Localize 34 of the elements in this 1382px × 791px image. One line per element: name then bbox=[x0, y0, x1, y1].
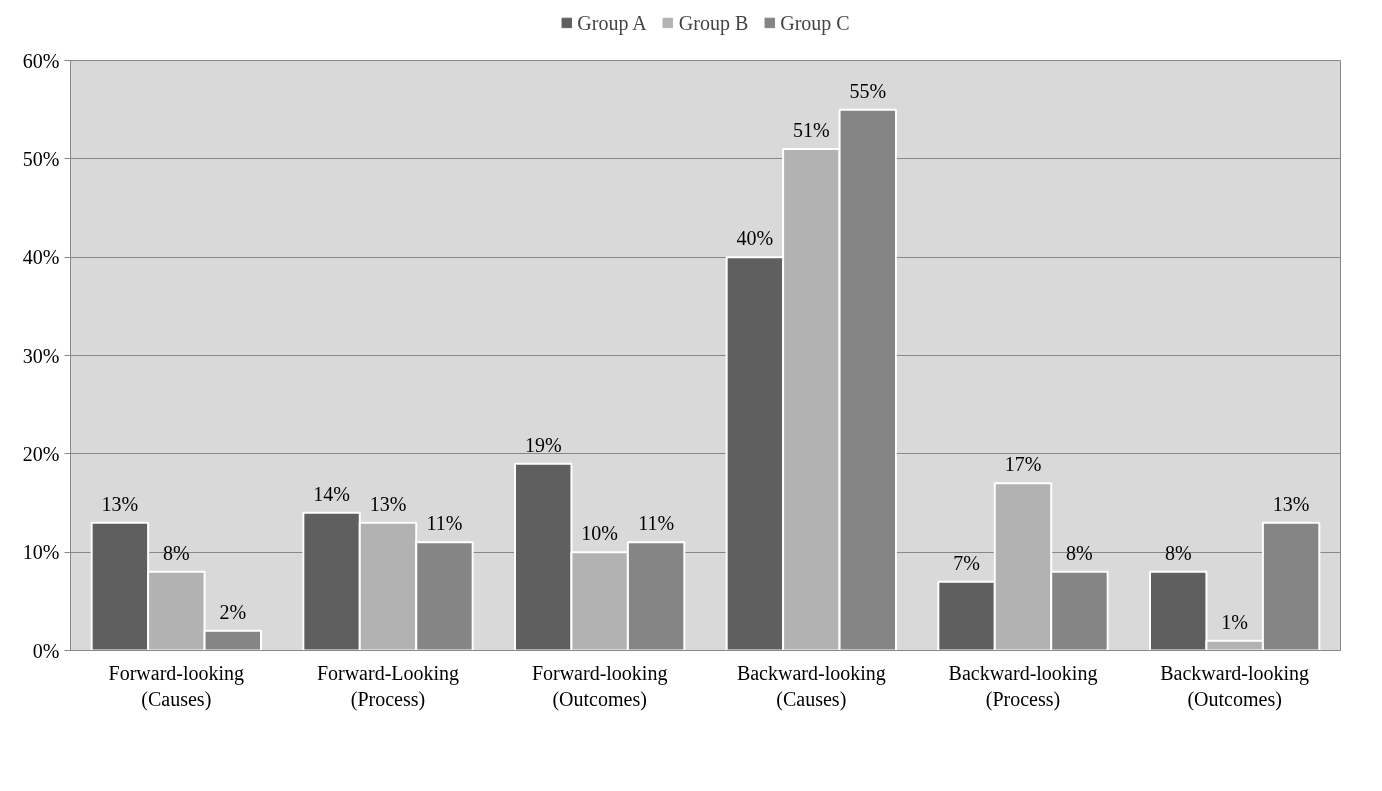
y-tick-label: 10% bbox=[22, 541, 60, 564]
x-tick-label: Forward-looking (Causes) bbox=[108, 661, 245, 711]
data-label: 13% bbox=[1272, 492, 1310, 515]
data-label: 10% bbox=[581, 522, 619, 545]
data-label: 13% bbox=[101, 492, 139, 515]
legend-label: Group A bbox=[577, 11, 647, 34]
data-label: 40% bbox=[736, 227, 774, 250]
x-tick-label: Backward-looking (Outcomes) bbox=[1160, 661, 1310, 711]
data-label: 8% bbox=[1164, 541, 1192, 564]
legend-label: Group C bbox=[780, 11, 850, 34]
data-label: 55% bbox=[849, 79, 887, 102]
y-tick-label: 30% bbox=[22, 344, 60, 367]
y-tick-label: 50% bbox=[22, 147, 60, 170]
y-tick-label: 0% bbox=[32, 639, 60, 662]
data-label: 8% bbox=[163, 541, 190, 564]
data-label: 1% bbox=[1221, 610, 1249, 633]
y-tick-label: 20% bbox=[22, 442, 60, 465]
data-label: 2% bbox=[219, 600, 247, 623]
data-label: 11% bbox=[426, 512, 463, 535]
legend-label: Group B bbox=[678, 11, 749, 34]
data-label: 7% bbox=[953, 551, 980, 574]
x-tick-label: Forward-Looking (Process) bbox=[316, 661, 460, 711]
data-label: 51% bbox=[793, 119, 830, 141]
data-label: 17% bbox=[1004, 453, 1042, 476]
y-tick-label: 40% bbox=[22, 246, 60, 269]
y-tick-label: 60% bbox=[22, 49, 60, 72]
x-tick-label: Forward-looking (Outcomes) bbox=[531, 661, 668, 711]
data-label: 19% bbox=[524, 433, 562, 456]
data-label: 11% bbox=[638, 512, 675, 535]
data-label: 14% bbox=[313, 482, 350, 505]
x-tick-label: Backward-looking (Causes) bbox=[736, 661, 886, 711]
x-tick-label: Backward-looking (Process) bbox=[948, 661, 1098, 711]
data-label: 13% bbox=[369, 492, 407, 515]
data-label: 8% bbox=[1066, 541, 1093, 564]
